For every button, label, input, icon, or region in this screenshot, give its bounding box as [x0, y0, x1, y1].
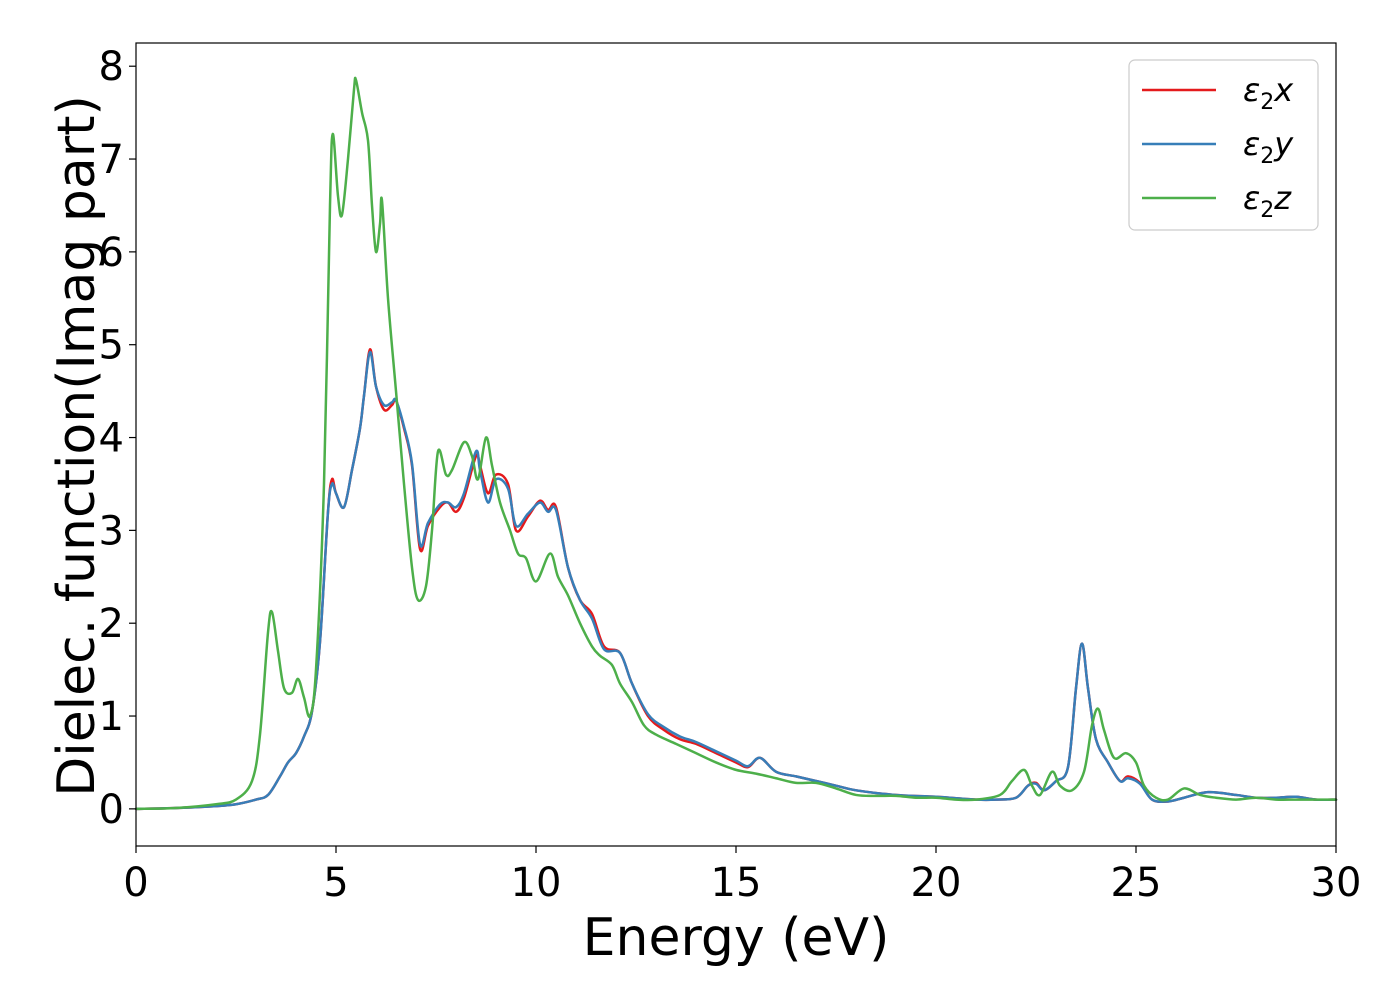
series-lines: [134, 76, 1338, 811]
x-tick-label: 10: [511, 860, 562, 906]
legend-box: [1128, 59, 1319, 231]
legend: ε2x ε2y ε2z: [1128, 59, 1319, 231]
y-axis-ticks: 0 1 2 3 4 5 6 7 8: [99, 44, 136, 833]
y-tick-label: 3: [99, 508, 124, 554]
x-tick-label: 5: [323, 860, 348, 906]
series-line-z: [134, 76, 1338, 811]
legend-label-y: ε2y: [1243, 125, 1294, 169]
x-axis-ticks: 0 5 10 15 20 25 30: [123, 846, 1361, 906]
y-tick-label: 5: [99, 323, 124, 369]
x-axis-label: Energy (eV): [583, 908, 890, 968]
y-tick-label: 6: [99, 230, 124, 276]
y-tick-label: 4: [99, 416, 124, 462]
y-tick-label: 7: [99, 137, 124, 183]
x-tick-label: 0: [123, 860, 148, 906]
y-tick-label: 0: [99, 787, 124, 833]
x-tick-label: 15: [711, 860, 762, 906]
x-tick-label: 25: [1111, 860, 1162, 906]
legend-label-x: ε2x: [1243, 71, 1294, 115]
y-tick-label: 8: [99, 44, 124, 90]
y-tick-label: 2: [99, 601, 124, 647]
legend-label-z: ε2z: [1243, 179, 1292, 223]
series-line-y: [134, 350, 1338, 811]
y-tick-label: 1: [99, 694, 124, 740]
x-tick-label: 20: [911, 860, 962, 906]
y-axis-label: Dielec. function(Imag part): [47, 95, 107, 797]
x-tick-label: 30: [1311, 860, 1362, 906]
